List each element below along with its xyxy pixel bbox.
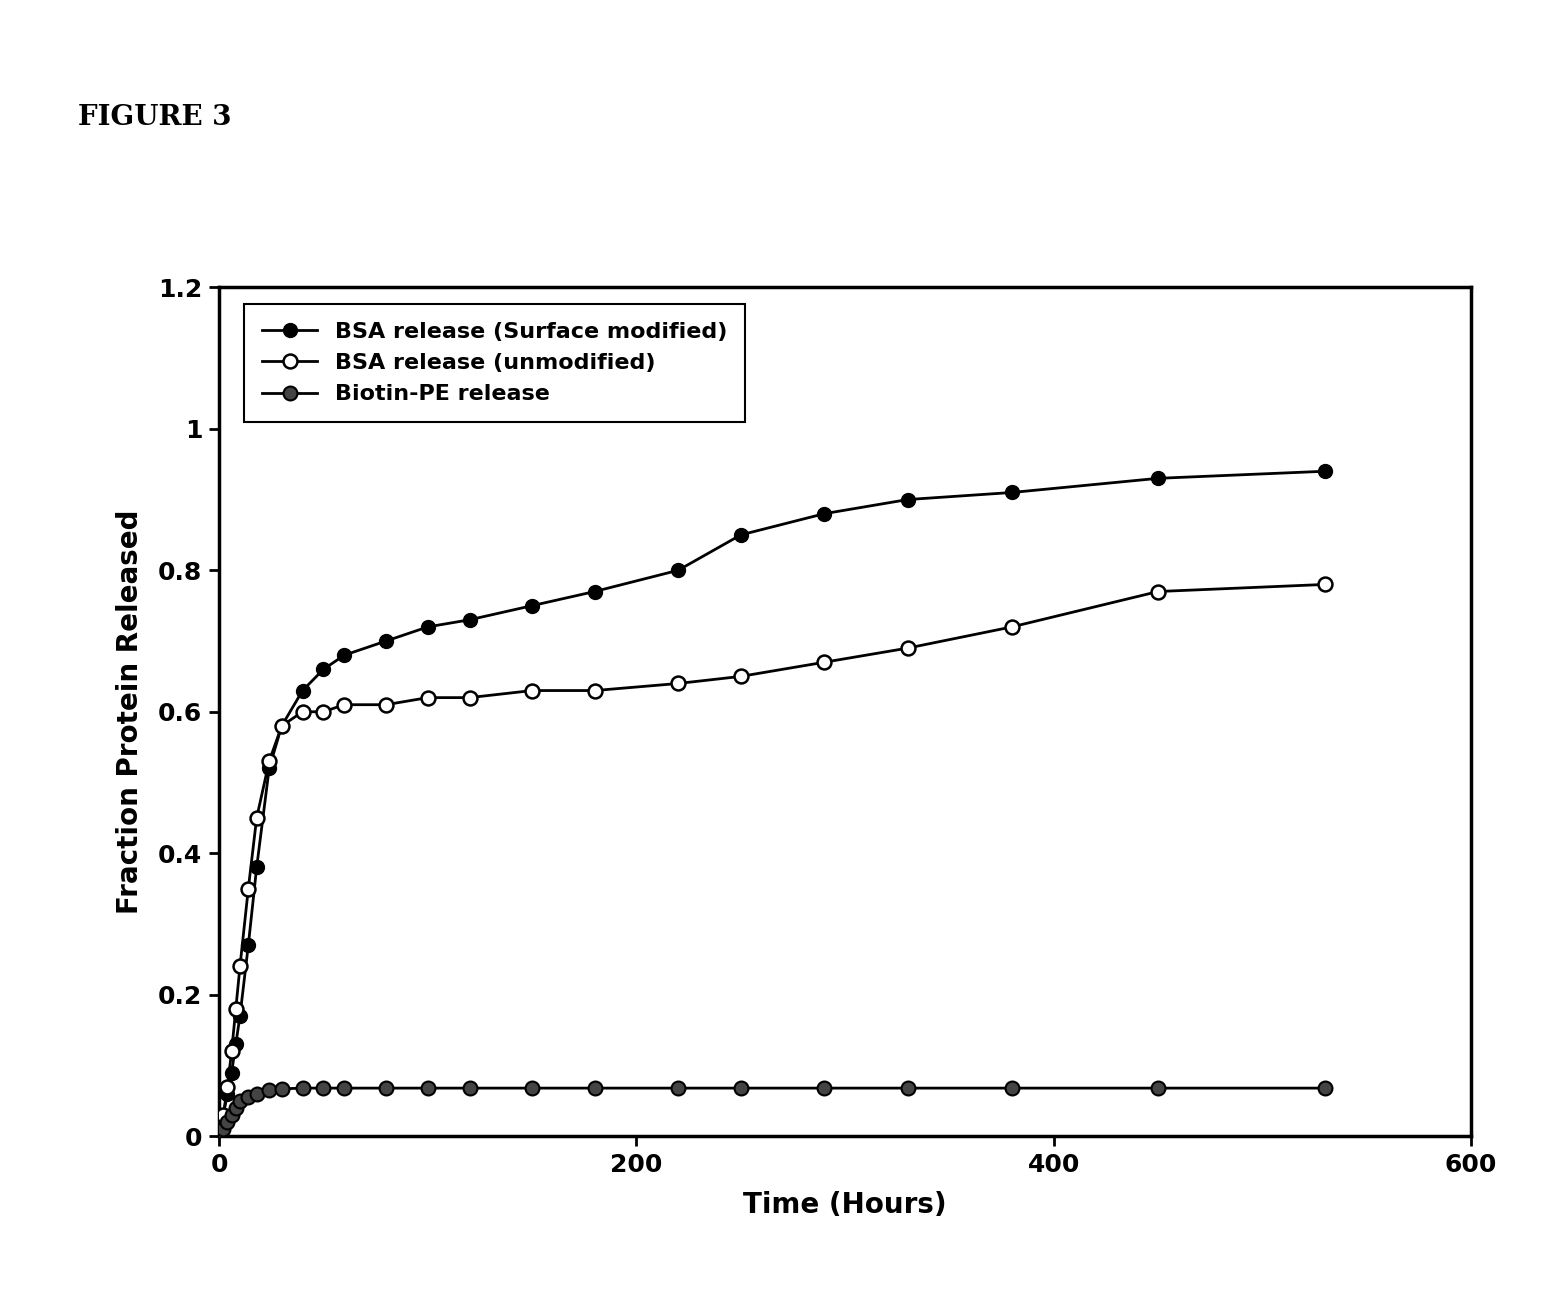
Biotin-PE release — [222, 1107, 241, 1123]
BSA release (unmodified) — [1003, 619, 1022, 635]
Biotin-PE release — [293, 1080, 311, 1096]
X-axis label: Time (Hours): Time (Hours) — [743, 1191, 947, 1218]
Biotin-PE release — [239, 1089, 258, 1105]
BSA release (Surface modified) — [1149, 470, 1167, 486]
Biotin-PE release — [1316, 1080, 1335, 1096]
BSA release (Surface modified) — [227, 1037, 246, 1053]
Biotin-PE release — [585, 1080, 604, 1096]
Biotin-PE release — [731, 1080, 750, 1096]
Line: Biotin-PE release: Biotin-PE release — [213, 1081, 1332, 1143]
Line: BSA release (Surface modified): BSA release (Surface modified) — [213, 465, 1332, 1143]
BSA release (unmodified) — [335, 697, 354, 713]
Biotin-PE release — [523, 1080, 541, 1096]
BSA release (unmodified) — [1316, 576, 1335, 592]
BSA release (Surface modified) — [1316, 464, 1335, 479]
Y-axis label: Fraction Protein Released: Fraction Protein Released — [116, 509, 144, 914]
BSA release (Surface modified) — [815, 505, 834, 521]
BSA release (unmodified) — [272, 718, 291, 734]
BSA release (Surface modified) — [898, 491, 917, 507]
BSA release (Surface modified) — [377, 633, 396, 649]
BSA release (unmodified) — [418, 690, 437, 705]
BSA release (Surface modified) — [668, 563, 687, 579]
Biotin-PE release — [335, 1080, 354, 1096]
BSA release (Surface modified) — [230, 1008, 249, 1024]
BSA release (unmodified) — [585, 683, 604, 699]
BSA release (Surface modified) — [585, 584, 604, 599]
Biotin-PE release — [377, 1080, 396, 1096]
BSA release (Surface modified) — [731, 528, 750, 543]
BSA release (Surface modified) — [218, 1087, 236, 1102]
BSA release (unmodified) — [523, 683, 541, 699]
Biotin-PE release — [230, 1093, 249, 1109]
BSA release (Surface modified) — [272, 718, 291, 734]
BSA release (Surface modified) — [293, 683, 311, 699]
BSA release (unmodified) — [460, 690, 479, 705]
BSA release (Surface modified) — [315, 661, 333, 677]
BSA release (unmodified) — [230, 959, 249, 974]
BSA release (Surface modified) — [214, 1107, 233, 1123]
BSA release (Surface modified) — [335, 648, 354, 663]
BSA release (unmodified) — [210, 1128, 228, 1144]
BSA release (unmodified) — [815, 654, 834, 670]
BSA release (Surface modified) — [460, 613, 479, 628]
BSA release (unmodified) — [247, 810, 266, 825]
BSA release (unmodified) — [377, 697, 396, 713]
Biotin-PE release — [210, 1128, 228, 1144]
Biotin-PE release — [272, 1081, 291, 1097]
BSA release (unmodified) — [227, 1000, 246, 1016]
Biotin-PE release — [418, 1080, 437, 1096]
BSA release (Surface modified) — [260, 760, 279, 776]
Biotin-PE release — [460, 1080, 479, 1096]
BSA release (unmodified) — [1149, 584, 1167, 599]
BSA release (Surface modified) — [247, 859, 266, 875]
Biotin-PE release — [218, 1114, 236, 1130]
BSA release (Surface modified) — [523, 598, 541, 614]
Biotin-PE release — [260, 1083, 279, 1098]
BSA release (unmodified) — [214, 1107, 233, 1123]
Legend: BSA release (Surface modified), BSA release (unmodified), Biotin-PE release: BSA release (Surface modified), BSA rele… — [244, 304, 745, 422]
BSA release (unmodified) — [222, 1043, 241, 1059]
Biotin-PE release — [898, 1080, 917, 1096]
Biotin-PE release — [214, 1122, 233, 1138]
BSA release (Surface modified) — [239, 938, 258, 953]
BSA release (Surface modified) — [210, 1128, 228, 1144]
BSA release (Surface modified) — [418, 619, 437, 635]
BSA release (unmodified) — [668, 675, 687, 691]
Biotin-PE release — [227, 1100, 246, 1115]
Biotin-PE release — [668, 1080, 687, 1096]
Biotin-PE release — [247, 1087, 266, 1102]
BSA release (Surface modified) — [222, 1064, 241, 1080]
Biotin-PE release — [1003, 1080, 1022, 1096]
Biotin-PE release — [815, 1080, 834, 1096]
BSA release (unmodified) — [315, 704, 333, 720]
BSA release (unmodified) — [731, 669, 750, 684]
BSA release (Surface modified) — [1003, 485, 1022, 500]
BSA release (unmodified) — [239, 880, 258, 896]
BSA release (unmodified) — [218, 1079, 236, 1094]
BSA release (unmodified) — [260, 754, 279, 769]
Text: FIGURE 3: FIGURE 3 — [78, 104, 232, 132]
Biotin-PE release — [315, 1080, 333, 1096]
BSA release (unmodified) — [898, 640, 917, 656]
BSA release (unmodified) — [293, 704, 311, 720]
Line: BSA release (unmodified): BSA release (unmodified) — [213, 577, 1332, 1143]
Biotin-PE release — [1149, 1080, 1167, 1096]
